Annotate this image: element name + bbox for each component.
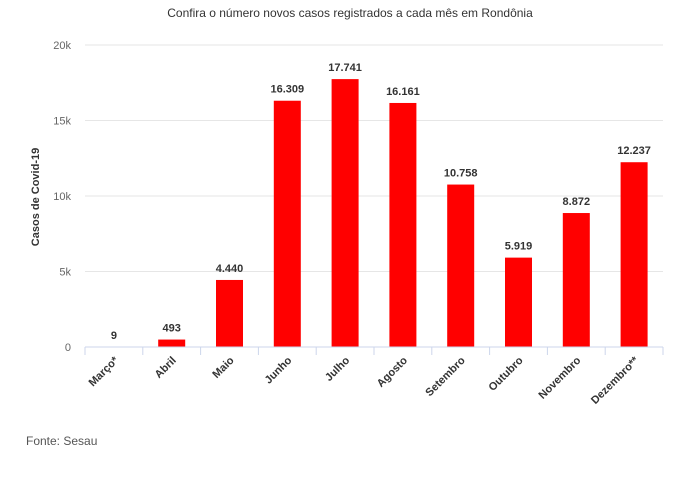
data-label: 5.919 bbox=[505, 241, 533, 253]
bar bbox=[158, 339, 186, 347]
data-label: 16.309 bbox=[270, 84, 304, 96]
y-tick-label: 15k bbox=[53, 116, 71, 128]
data-labels: 9 493 4.440 16.309 17.741 16.161 10.758 5.919 8.… bbox=[111, 62, 651, 342]
bars bbox=[100, 79, 648, 347]
x-tick-label: Novembro bbox=[536, 354, 583, 401]
y-tick-label: 0 bbox=[65, 342, 71, 354]
y-axis-label: Casos de Covid-19 bbox=[30, 148, 42, 246]
bar bbox=[389, 102, 417, 347]
bar bbox=[562, 213, 590, 347]
source-note: Fonte: Sesau bbox=[26, 434, 98, 448]
x-tick-label: Dezembro** bbox=[589, 354, 642, 407]
y-tick-label: 5k bbox=[59, 267, 71, 279]
bar bbox=[620, 162, 648, 347]
data-label: 10.758 bbox=[444, 168, 478, 180]
bar bbox=[447, 184, 475, 347]
x-axis-ticks: Março* Abril Maio Junho Julho Agosto Setembro O… bbox=[87, 354, 642, 407]
x-tick-label: Julho bbox=[323, 354, 352, 383]
y-axis-ticks: 0 5k 10k 15k 20k bbox=[53, 40, 71, 354]
data-label: 17.741 bbox=[328, 62, 362, 74]
chart-title: Confira o número novos casos registrados… bbox=[167, 6, 533, 20]
x-tick-label: Abril bbox=[153, 355, 179, 381]
data-label: 12.237 bbox=[617, 145, 651, 157]
data-label: 16.161 bbox=[386, 86, 420, 98]
x-tick-label: Maio bbox=[210, 354, 236, 380]
data-label: 493 bbox=[163, 323, 181, 335]
data-label: 8.872 bbox=[563, 196, 591, 208]
data-label: 9 bbox=[111, 330, 117, 342]
x-tick-label: Outubro bbox=[486, 354, 525, 393]
data-label: 4.440 bbox=[216, 263, 244, 275]
x-tick-label: Junho bbox=[263, 354, 295, 386]
x-tick-label: Março* bbox=[87, 354, 122, 389]
x-axis bbox=[84, 346, 664, 355]
bar bbox=[273, 100, 301, 347]
bar bbox=[216, 279, 243, 347]
x-tick-label: Setembro bbox=[423, 354, 468, 399]
y-tick-label: 20k bbox=[53, 40, 71, 52]
bar bbox=[505, 257, 532, 347]
x-tick-label: Agosto bbox=[375, 354, 410, 389]
bar bbox=[331, 79, 359, 347]
y-tick-label: 10k bbox=[53, 191, 71, 203]
